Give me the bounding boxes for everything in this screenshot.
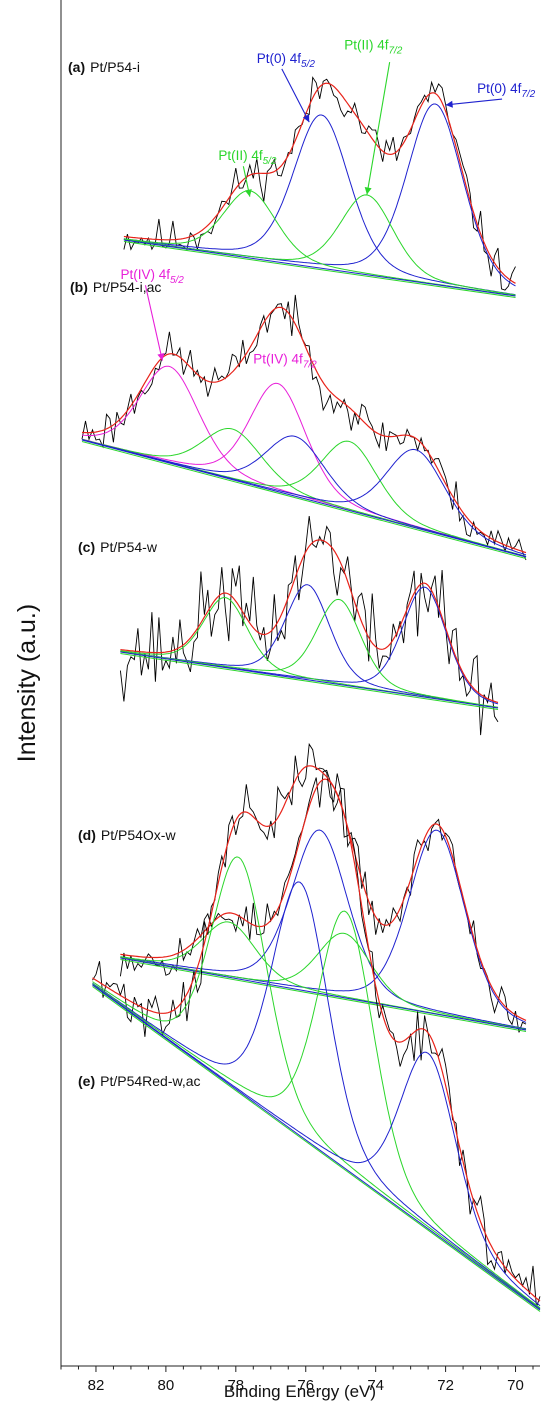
panel-1-label: (a) Pt/P54-i [68,59,140,75]
panel-1-component-2 [123,103,516,287]
y-axis-title: Intensity (a.u.) [13,604,41,762]
panel-5-component-3 [92,910,541,1309]
panel-label-text: Pt/P54Ox-w [101,827,177,843]
panel-1-experimental-line [123,76,516,291]
annotation-label: Pt(0) 4f [477,81,522,96]
annotation-arrow-line [144,285,163,361]
panel-5-label: (e) Pt/P54Red-w,ac [78,1073,201,1089]
panel-5-component-2 [92,881,541,1309]
annotation-layer: Pt(0) 4f5/2Pt(II) 4f7/2Pt(0) 4f7/2Pt(II)… [120,38,535,371]
annotation-subscript: 5/2 [301,59,315,70]
annotation-arrow-line [445,98,503,106]
panel-c: (c) Pt/P54-w [78,515,499,736]
annotation-label: Pt(0) 4f [257,51,302,66]
annotation-arrow-line [281,68,310,123]
panel-4-label: (d) Pt/P54Ox-w [78,827,176,843]
annotation-arrow-head [445,100,453,108]
panel-5-baseline-shadow [92,986,541,1312]
plot-layer: (a) Pt/P54-i (b) Pt/P54-i,ac (c) Pt/P54-w (d) P… [68,59,541,1312]
annotation-arrow-line [366,62,391,195]
panel-label-text: Pt/P54-w [100,539,158,555]
x-tick-label: 76 [297,1377,314,1394]
panel-4-baseline-shadow [120,959,527,1032]
panel-3-baseline [120,651,499,709]
annotation-arrow-head [302,114,310,123]
panel-label-tag: (d) [78,827,96,843]
panel-1-component-4 [123,194,516,296]
annotation-label: Pt(IV) 4f [253,352,303,367]
panel-1-baseline [123,239,516,297]
panel-2-baseline-shadow [81,441,527,559]
panel-4-envelope-line [120,778,527,1021]
annotation-1-1: Pt(0) 4f5/2 [257,51,316,70]
panel-2-component-5 [81,435,527,558]
panel-label-tag: (a) [68,59,85,75]
panel-b: (b) Pt/P54-i,ac [70,279,527,561]
panel-5-experimental-line [92,742,541,1308]
panel-2-experimental-line [81,294,527,561]
panel-label-tag: (c) [78,539,95,555]
x-tick-label: 80 [158,1377,175,1394]
panel-3-experimental-line [119,515,499,736]
panel-3-envelope-line [120,539,499,704]
annotation-arrow-head [244,189,252,197]
annotation-subscript: 7/2 [388,46,402,57]
panel-label-text: Pt/P54-i [90,59,140,75]
panel-a: (a) Pt/P54-i [68,59,516,298]
panel-3-label: (c) Pt/P54-w [78,539,158,555]
panel-4-component-1 [120,829,527,1030]
panel-3-component-4 [120,598,499,708]
annotation-subscript: 5/2 [263,156,277,167]
annotation-subscript: 7/2 [303,360,317,371]
annotation-1-3: Pt(0) 4f7/2 [477,81,536,100]
panel-4-experimental-line [119,769,527,1033]
axes-layer: 82 80 78 76 74 72 70 Binding Energy (eV) Inten… [13,0,540,1401]
annotation-2-2: Pt(IV) 4f7/2 [253,352,317,371]
x-ticks: 82 80 78 76 74 72 70 [60,1366,534,1394]
annotation-1-4: Pt(II) 4f5/2 [218,148,277,167]
panel-2-component-2 [81,382,527,557]
panel-4-component-4 [120,932,527,1030]
panel-2-baseline [81,439,527,558]
x-tick-label: 82 [88,1377,105,1394]
panel-4-component-3 [120,921,527,1031]
annotation-subscript: 7/2 [521,89,535,100]
annotation-label: Pt(IV) 4f [120,267,170,282]
panel-1-baseline-shadow [123,241,516,298]
x-axis-title: Binding Energy (eV) [224,1382,376,1401]
panel-5-baseline [92,984,541,1311]
x-tick-label: 78 [227,1377,244,1394]
annotation-subscript: 5/2 [170,275,184,286]
annotation-arrow-head [157,353,165,361]
x-tick-label: 70 [507,1377,524,1394]
panel-3-baseline-shadow [120,653,499,710]
panel-label-text: Pt/P54Red-w,ac [100,1073,200,1089]
panel-2-label: (b) Pt/P54-i,ac [70,279,161,295]
x-tick-label: 74 [367,1377,384,1394]
panel-1-envelope-line [123,82,516,284]
panel-label-tag: (b) [70,279,88,295]
panel-3-component-1 [120,584,499,708]
annotation-arrow-head [364,187,372,195]
annotation-1-2: Pt(II) 4f7/2 [344,38,403,57]
panel-3-component-2 [120,586,499,705]
annotation-label: Pt(II) 4f [344,38,389,53]
annotation-label: Pt(II) 4f [218,148,263,163]
panel-4-baseline [120,957,527,1031]
panel-label-tag: (e) [78,1073,95,1089]
panel-label-text: Pt/P54-i,ac [93,279,161,295]
panel-1-component-1 [123,114,516,296]
panel-2-envelope-line [81,306,527,554]
panel-5-component-4 [92,984,541,1307]
panel-5-component-1 [92,856,541,1310]
panel-5-envelope-line [92,765,541,1302]
annotation-2-1: Pt(IV) 4f5/2 [120,267,184,286]
panel-e: (e) Pt/P54Red-w,ac [78,742,541,1312]
x-tick-label: 72 [437,1377,454,1394]
panel-d: (d) Pt/P54Ox-w [78,769,527,1033]
panel-2-component-1 [81,365,527,558]
